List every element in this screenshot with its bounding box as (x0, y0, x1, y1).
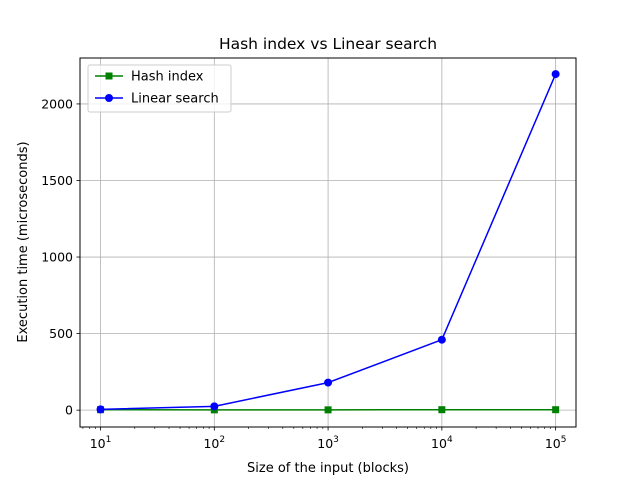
x-tick-label: 103 (317, 435, 339, 451)
y-axis-ticks: 0 500 1000 1500 2000 (41, 96, 80, 418)
legend-label: Linear search (131, 92, 219, 107)
y-tick-label: 1000 (41, 250, 73, 265)
data-point (552, 406, 560, 414)
x-axis-label: Size of the input (blocks) (247, 461, 409, 476)
y-tick-label: 500 (49, 326, 73, 341)
legend-marker (105, 94, 113, 102)
legend-label: Hash index (131, 70, 204, 85)
legend-box (87, 64, 232, 113)
chart-title: Hash index vs Linear search (219, 35, 437, 53)
data-point (437, 335, 446, 344)
y-axis-label: Execution time (microseconds) (16, 141, 31, 342)
x-tick-label: 105 (545, 435, 567, 451)
x-tick-label: 102 (203, 435, 225, 451)
data-point (551, 70, 560, 79)
x-tick-label: 101 (90, 435, 112, 451)
legend: Hash index Linear search (87, 64, 232, 113)
data-point (324, 406, 332, 414)
x-tick-label: 104 (431, 435, 453, 451)
data-point (324, 378, 333, 387)
y-tick-label: 0 (65, 403, 73, 418)
x-axis-ticks: 101 102 103 104 105 (82, 427, 567, 451)
plot-series (96, 70, 560, 414)
grid (80, 58, 576, 427)
data-point (96, 405, 105, 414)
y-tick-label: 2000 (41, 96, 73, 111)
data-point (210, 402, 219, 411)
data-point (438, 406, 446, 414)
y-tick-label: 1500 (41, 173, 73, 188)
legend-marker (105, 72, 113, 80)
